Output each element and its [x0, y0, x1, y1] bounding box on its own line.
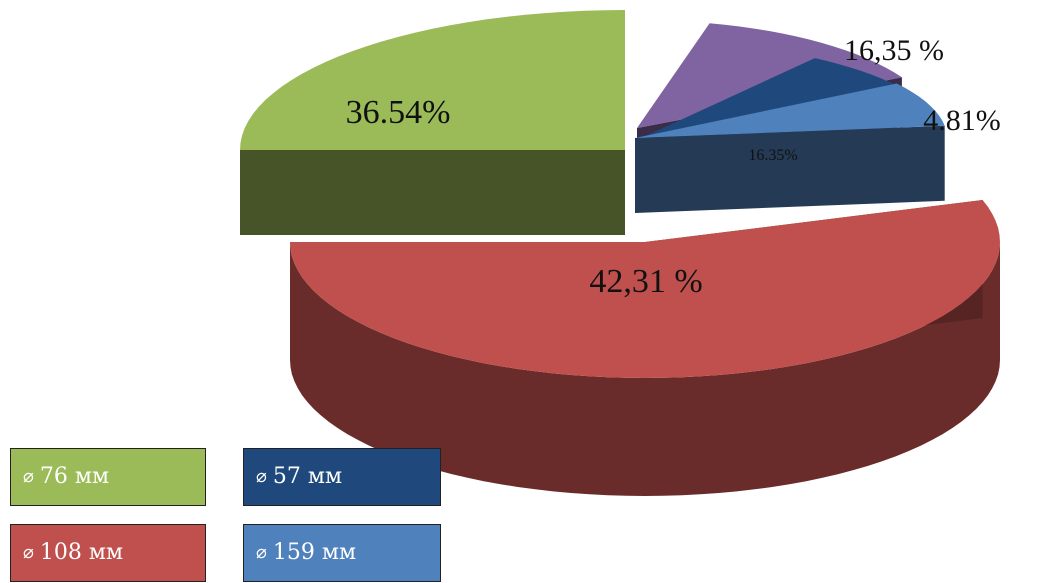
diameter-icon: ⌀: [23, 466, 34, 487]
legend-item-76mm: ⌀ 76 мм: [10, 448, 206, 506]
slice-side-1: [290, 242, 1000, 496]
slice-label-4: 16,35 %: [844, 34, 944, 67]
slice-top-0: [240, 10, 625, 150]
slice-label-1: 42,31 %: [589, 263, 702, 300]
diameter-icon: ⌀: [256, 542, 267, 563]
legend-item-57mm: ⌀ 57 мм: [243, 448, 441, 506]
slice-wall-2: [635, 125, 945, 213]
slice-top-1: [290, 200, 1000, 378]
slice-label-2: 4.81%: [923, 104, 1001, 137]
slice-label-3: 16.35%: [748, 147, 797, 164]
legend-label: 76 мм: [39, 464, 110, 489]
slice-wall-0: [240, 150, 625, 235]
legend-item-159mm: ⌀ 159 мм: [243, 524, 441, 582]
slice-label-0: 36.54%: [346, 94, 451, 131]
diameter-icon: ⌀: [23, 542, 34, 563]
slice-top-2: [635, 83, 945, 138]
slice-top-3: [637, 58, 897, 140]
legend-item-108mm: ⌀ 108 мм: [10, 524, 206, 582]
diameter-icon: ⌀: [256, 466, 267, 487]
legend-label: 159 мм: [272, 540, 357, 565]
legend-label: 108 мм: [39, 540, 124, 565]
legend-label: 57 мм: [272, 464, 343, 489]
slice-top-4: [637, 23, 902, 129]
